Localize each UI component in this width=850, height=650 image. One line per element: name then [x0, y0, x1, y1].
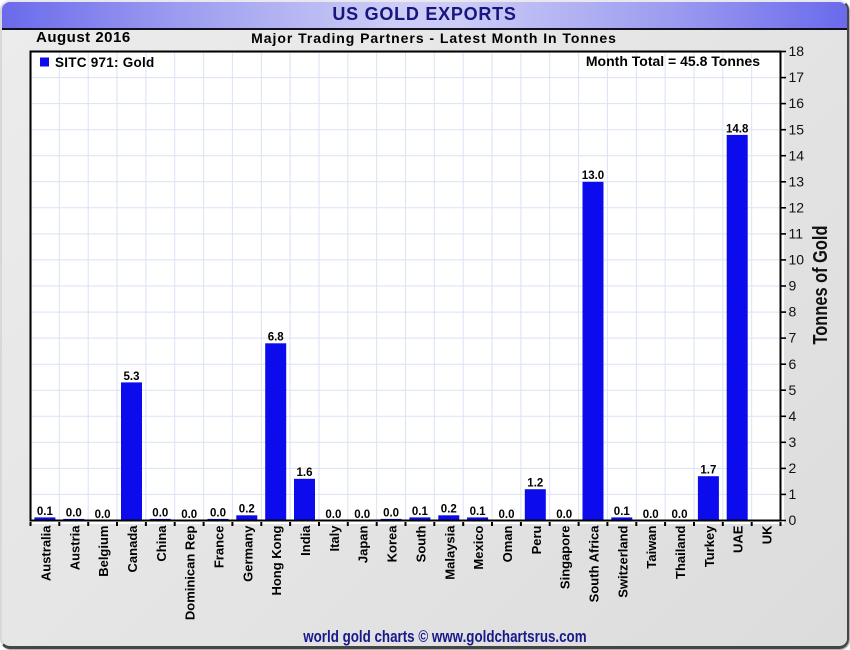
svg-text:0.0: 0.0 [383, 507, 399, 519]
svg-text:0.1: 0.1 [614, 506, 631, 518]
svg-text:9: 9 [789, 278, 797, 294]
svg-text:16: 16 [789, 95, 805, 111]
svg-text:12: 12 [789, 199, 805, 215]
svg-text:Taiwan: Taiwan [644, 525, 659, 568]
svg-text:0.2: 0.2 [239, 504, 255, 516]
svg-text:UK: UK [760, 525, 775, 544]
svg-text:Australia: Australia [38, 525, 53, 581]
svg-text:China: China [154, 525, 169, 562]
svg-text:2: 2 [789, 460, 797, 476]
svg-text:South: South [413, 525, 428, 562]
svg-text:6: 6 [789, 356, 797, 372]
svg-text:Dominican Rep: Dominican Rep [183, 525, 198, 620]
svg-text:Tonnes of Gold: Tonnes of Gold [810, 226, 832, 345]
svg-text:8: 8 [789, 304, 797, 320]
svg-text:5.3: 5.3 [124, 371, 140, 383]
svg-text:Switzerland: Switzerland [615, 525, 630, 597]
svg-text:Japan: Japan [356, 525, 371, 563]
svg-text:South Africa: South Africa [587, 525, 602, 603]
svg-text:10: 10 [789, 252, 805, 268]
svg-text:Singapore: Singapore [558, 526, 573, 590]
svg-text:0.0: 0.0 [643, 509, 659, 521]
svg-text:France: France [212, 526, 227, 569]
svg-text:4: 4 [789, 408, 797, 424]
svg-text:17: 17 [789, 69, 805, 85]
svg-text:0.1: 0.1 [470, 506, 487, 518]
svg-text:13: 13 [789, 173, 805, 189]
svg-text:11: 11 [789, 226, 804, 242]
svg-text:UAE: UAE [731, 525, 746, 553]
svg-text:0.0: 0.0 [325, 509, 341, 521]
svg-text:Malaysia: Malaysia [442, 525, 457, 580]
svg-text:Month Total = 45.8 Tonnes: Month Total = 45.8 Tonnes [586, 53, 760, 69]
svg-text:6.8: 6.8 [268, 332, 285, 344]
svg-text:0.2: 0.2 [441, 504, 457, 516]
svg-text:Korea: Korea [385, 525, 400, 563]
svg-text:3: 3 [789, 434, 797, 450]
svg-text:Turkey: Turkey [702, 525, 717, 567]
svg-text:15: 15 [789, 121, 805, 137]
svg-text:0.0: 0.0 [181, 509, 197, 521]
svg-text:0.0: 0.0 [672, 509, 688, 521]
svg-text:Germany: Germany [240, 525, 255, 582]
svg-text:7: 7 [789, 330, 797, 346]
svg-text:0.0: 0.0 [556, 509, 572, 521]
svg-text:Italy: Italy [327, 525, 342, 552]
svg-text:0.0: 0.0 [210, 507, 226, 519]
svg-text:1.7: 1.7 [700, 465, 716, 477]
svg-text:Austria: Austria [67, 525, 82, 571]
svg-text:14: 14 [789, 147, 805, 163]
svg-text:Thailand: Thailand [673, 525, 688, 579]
svg-text:13.0: 13.0 [582, 170, 604, 182]
svg-text:1: 1 [789, 486, 797, 502]
svg-text:5: 5 [789, 382, 797, 398]
svg-text:14.8: 14.8 [726, 123, 749, 135]
svg-text:0.0: 0.0 [499, 509, 515, 521]
svg-text:0.0: 0.0 [95, 509, 111, 521]
svg-text:1.6: 1.6 [297, 467, 313, 479]
svg-text:0.0: 0.0 [66, 507, 82, 519]
svg-text:India: India [298, 525, 313, 556]
svg-text:0.0: 0.0 [152, 507, 168, 519]
svg-text:Peru: Peru [529, 525, 544, 554]
svg-text:Mexico: Mexico [471, 525, 486, 569]
svg-text:Oman: Oman [500, 525, 515, 562]
svg-text:Canada: Canada [125, 525, 140, 573]
svg-text:Belgium: Belgium [96, 526, 111, 577]
svg-text:1.2: 1.2 [527, 478, 543, 490]
svg-text:0.1: 0.1 [37, 506, 54, 518]
svg-text:SITC 971: Gold: SITC 971: Gold [55, 55, 155, 70]
svg-text:0.1: 0.1 [412, 506, 429, 518]
svg-text:0.0: 0.0 [354, 509, 370, 521]
svg-text:Hong Kong: Hong Kong [269, 525, 284, 595]
svg-text:0: 0 [789, 512, 797, 528]
svg-text:18: 18 [789, 43, 805, 59]
